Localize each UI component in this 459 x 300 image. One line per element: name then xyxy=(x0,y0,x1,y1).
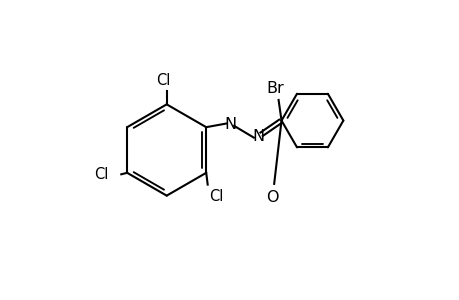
Text: N: N xyxy=(252,129,263,144)
Text: O: O xyxy=(266,190,278,205)
Text: Cl: Cl xyxy=(209,189,223,204)
Text: Cl: Cl xyxy=(94,167,108,182)
Text: Cl: Cl xyxy=(156,73,171,88)
Text: Br: Br xyxy=(266,80,284,95)
Text: N: N xyxy=(224,118,235,133)
